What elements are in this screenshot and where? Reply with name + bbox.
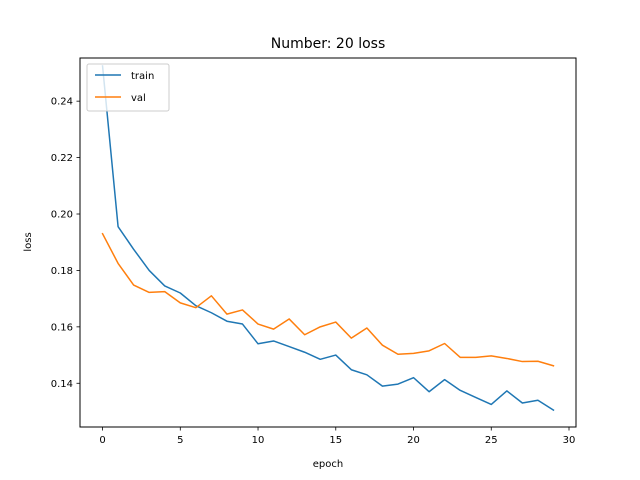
y-axis: 0.14 0.16 0.18 0.20 0.22 0.24 [51, 97, 80, 390]
x-tick-label: 15 [329, 435, 342, 446]
y-axis-label: loss [23, 232, 34, 251]
x-tick-label: 20 [407, 435, 420, 446]
x-axis-label: epoch [313, 459, 343, 470]
y-tick-label: 0.16 [51, 322, 73, 333]
chart-title: Number: 20 loss [271, 36, 385, 52]
x-axis: 0 5 10 15 20 25 30 [99, 427, 575, 446]
series-line-train [101, 65, 555, 412]
series-line-val [101, 232, 555, 367]
x-tick-label: 10 [252, 435, 265, 446]
y-tick-label: 0.20 [51, 210, 73, 221]
legend-label-train: train [131, 71, 154, 82]
y-tick-label: 0.22 [51, 153, 73, 164]
y-tick-label: 0.24 [51, 97, 73, 108]
plot-area [101, 65, 555, 412]
legend-label-val: val [131, 93, 146, 104]
legend-box [86, 63, 170, 112]
x-tick-label: 30 [563, 435, 576, 446]
x-tick-label: 0 [99, 435, 105, 446]
legend: train val [86, 63, 170, 112]
x-tick-label: 5 [177, 435, 183, 446]
x-tick-label: 25 [485, 435, 498, 446]
axes-frame [79, 57, 577, 428]
y-tick-label: 0.14 [51, 379, 73, 390]
y-tick-label: 0.18 [51, 266, 73, 277]
